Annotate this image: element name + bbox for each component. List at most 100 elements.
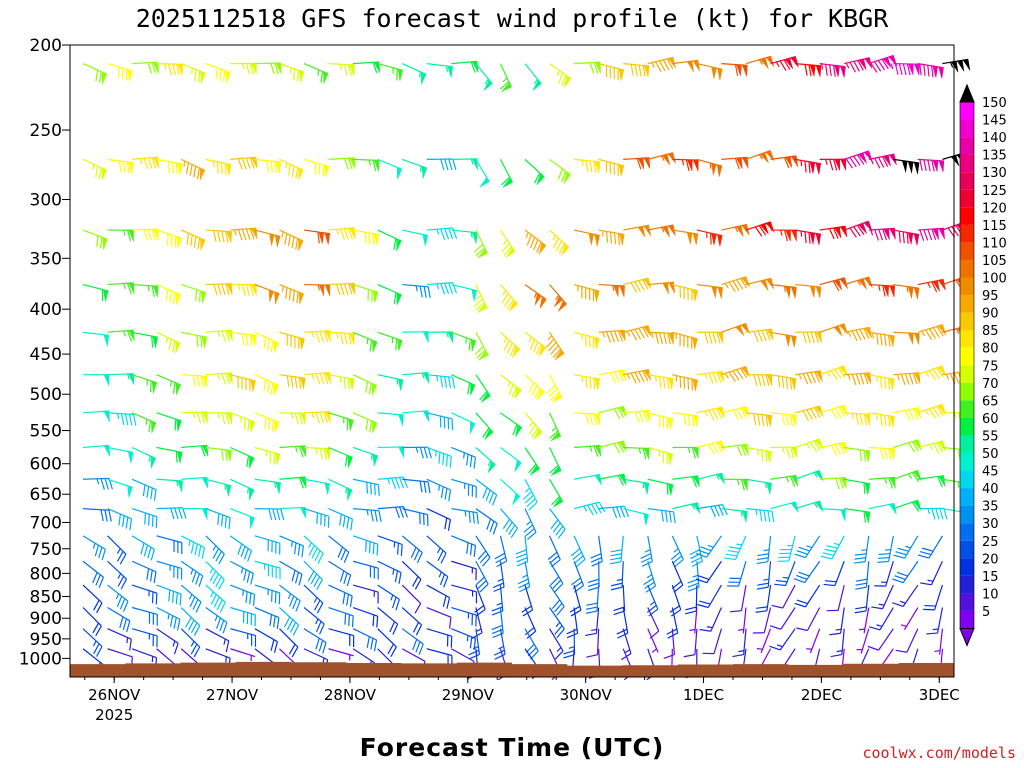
barb-full — [368, 541, 371, 554]
barb-full — [834, 407, 842, 419]
barb-flag — [536, 173, 545, 186]
wind-barb — [82, 535, 106, 561]
barb-full — [783, 157, 790, 169]
barb-flag — [594, 289, 600, 302]
barb-full — [219, 601, 226, 613]
barb-flag — [470, 339, 477, 352]
barb-full — [364, 232, 367, 244]
barb-shaft — [785, 561, 796, 586]
barb-shaft — [426, 374, 453, 378]
barb-shaft — [131, 478, 157, 491]
barb-full — [95, 70, 99, 82]
wind-barb — [279, 535, 305, 558]
barb-full — [785, 414, 790, 426]
barb-full — [558, 72, 564, 84]
barb-shaft — [107, 648, 133, 658]
barb-half — [638, 447, 642, 454]
barb-full — [438, 452, 441, 464]
wind-barb — [230, 374, 256, 392]
barb-full — [412, 621, 420, 633]
barb-flag — [742, 479, 748, 491]
barb-full — [617, 370, 624, 382]
barb-full — [759, 509, 763, 522]
barb-flag — [815, 162, 822, 175]
barb-full — [245, 284, 250, 296]
wind-barb — [303, 628, 327, 654]
barb-full — [132, 414, 137, 426]
barb-full — [444, 488, 448, 500]
barb-flag — [937, 324, 947, 336]
barb-full — [286, 375, 290, 388]
barb-full — [697, 603, 709, 609]
wind-barb — [303, 535, 324, 564]
barb-flag — [324, 284, 331, 297]
barb-half — [339, 376, 342, 383]
barb-full — [659, 376, 662, 388]
wind-barb — [451, 283, 477, 302]
wind-barb — [156, 229, 182, 249]
wind-barb — [566, 607, 579, 639]
wind-barb — [724, 535, 747, 561]
barb-flag — [274, 291, 280, 305]
wind-barb — [609, 535, 624, 565]
barb-full — [892, 578, 904, 584]
wind-barb — [853, 535, 870, 564]
barb-full — [806, 331, 811, 344]
wind-barb — [524, 331, 547, 357]
barb-full — [824, 580, 837, 583]
barb-shaft — [928, 535, 943, 559]
wind-barb — [893, 499, 922, 512]
wind-barb — [819, 225, 848, 240]
barb-flag — [765, 150, 775, 162]
barb-half — [765, 482, 767, 489]
wind-barb — [352, 584, 379, 604]
barb-flag — [152, 228, 159, 241]
barb-flag — [643, 157, 651, 169]
barb-full — [195, 573, 200, 585]
barb-full — [215, 67, 218, 80]
wind-barb — [917, 227, 945, 241]
barb-full — [241, 228, 247, 241]
barb-flag — [175, 292, 181, 306]
barb-full — [739, 278, 748, 289]
wind-barb — [377, 607, 399, 635]
wind-barb — [328, 628, 355, 647]
barb-shaft — [451, 628, 476, 639]
barb-full — [937, 476, 943, 488]
barb-full — [399, 506, 404, 518]
barb-flag — [249, 419, 255, 433]
barb-shaft — [780, 607, 796, 630]
barb-full — [225, 373, 231, 385]
barb-shaft — [499, 585, 504, 612]
barb-full — [291, 646, 299, 658]
barb-flag — [913, 287, 920, 300]
barb-flag — [505, 247, 516, 258]
wind-barb — [819, 508, 846, 522]
wind-barb — [82, 374, 110, 386]
barb-flag — [298, 291, 304, 305]
barb-flag — [594, 337, 600, 350]
barb-full — [343, 377, 346, 389]
barb-flag — [398, 414, 404, 427]
barb-full — [492, 582, 504, 589]
barb-full — [391, 477, 397, 490]
barb-full — [851, 330, 858, 342]
barb-half — [122, 330, 127, 337]
wind-barb — [868, 153, 897, 169]
barb-full — [926, 632, 938, 635]
barb-flag — [692, 447, 699, 459]
wind-barb — [451, 584, 478, 604]
barb-full — [243, 569, 247, 581]
barb-shaft — [205, 535, 225, 555]
wind-barb — [623, 224, 652, 238]
barb-half — [706, 626, 713, 629]
barb-flag — [668, 377, 674, 390]
barb-flag — [686, 159, 693, 171]
barb-shaft — [426, 446, 452, 457]
barb-flag — [176, 162, 183, 175]
wind-barb — [917, 440, 947, 454]
barb-full — [169, 290, 172, 303]
wind-barb — [230, 446, 255, 469]
barb-flag — [324, 330, 331, 342]
barb-full — [534, 172, 541, 184]
